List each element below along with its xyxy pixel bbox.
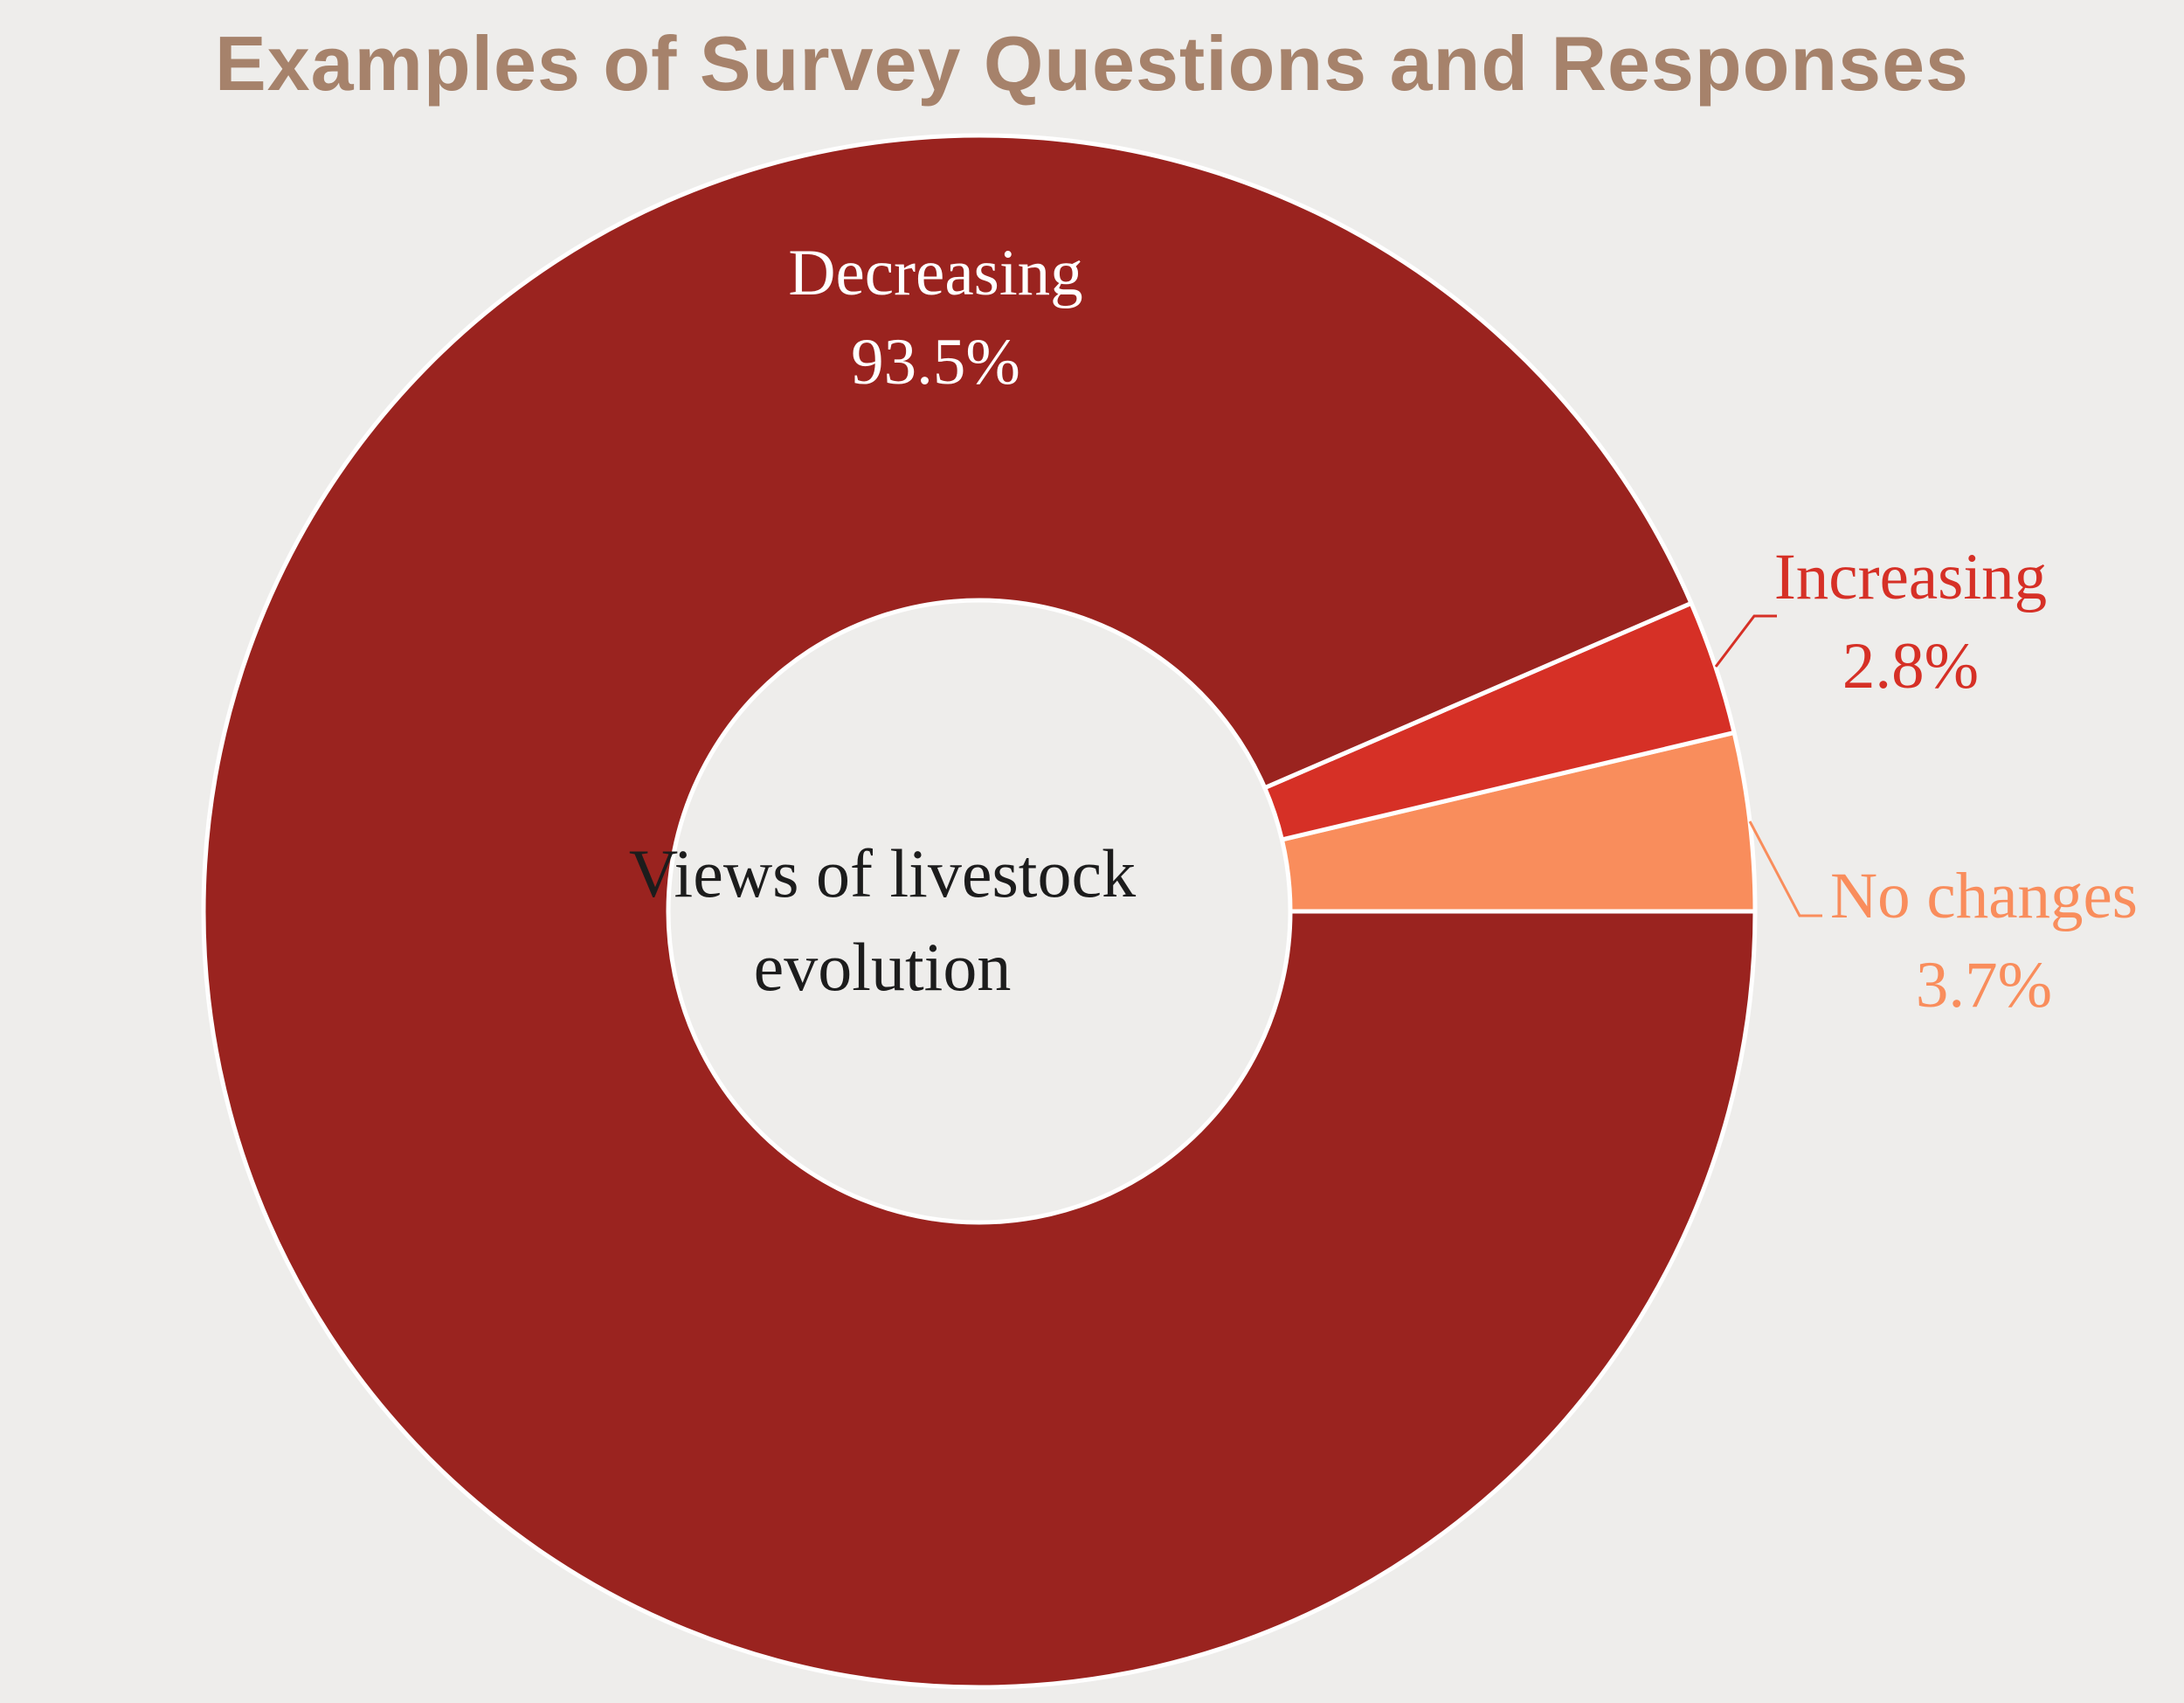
leader-line-no-changes xyxy=(1748,820,1822,917)
slice-label-decreasing: Decreasing 93.5% xyxy=(788,229,1082,407)
slice-label-value: 93.5% xyxy=(851,326,1020,398)
slice-label-name: Increasing xyxy=(1773,541,2048,613)
slice-label-value: 2.8% xyxy=(1842,630,1980,703)
slice-label-name: Decreasing xyxy=(788,237,1083,309)
donut-center-label: Views of livestock evolution xyxy=(629,827,1136,1014)
slice-label-no-changes: No changes 3.7% xyxy=(1830,852,2138,1030)
donut-center-label-line1: Views of livestock xyxy=(628,835,1137,911)
slice-label-value: 3.7% xyxy=(1915,949,2053,1021)
chart-title: Examples of Survey Questions and Respons… xyxy=(215,20,1969,107)
slice-label-increasing: Increasing 2.8% xyxy=(1774,533,2047,711)
slice-label-name: No changes xyxy=(1830,860,2138,932)
donut-center-label-line2: evolution xyxy=(753,929,1012,1005)
pie-slice-decreasing xyxy=(201,133,1758,1690)
leader-line-increasing xyxy=(1714,614,1777,668)
